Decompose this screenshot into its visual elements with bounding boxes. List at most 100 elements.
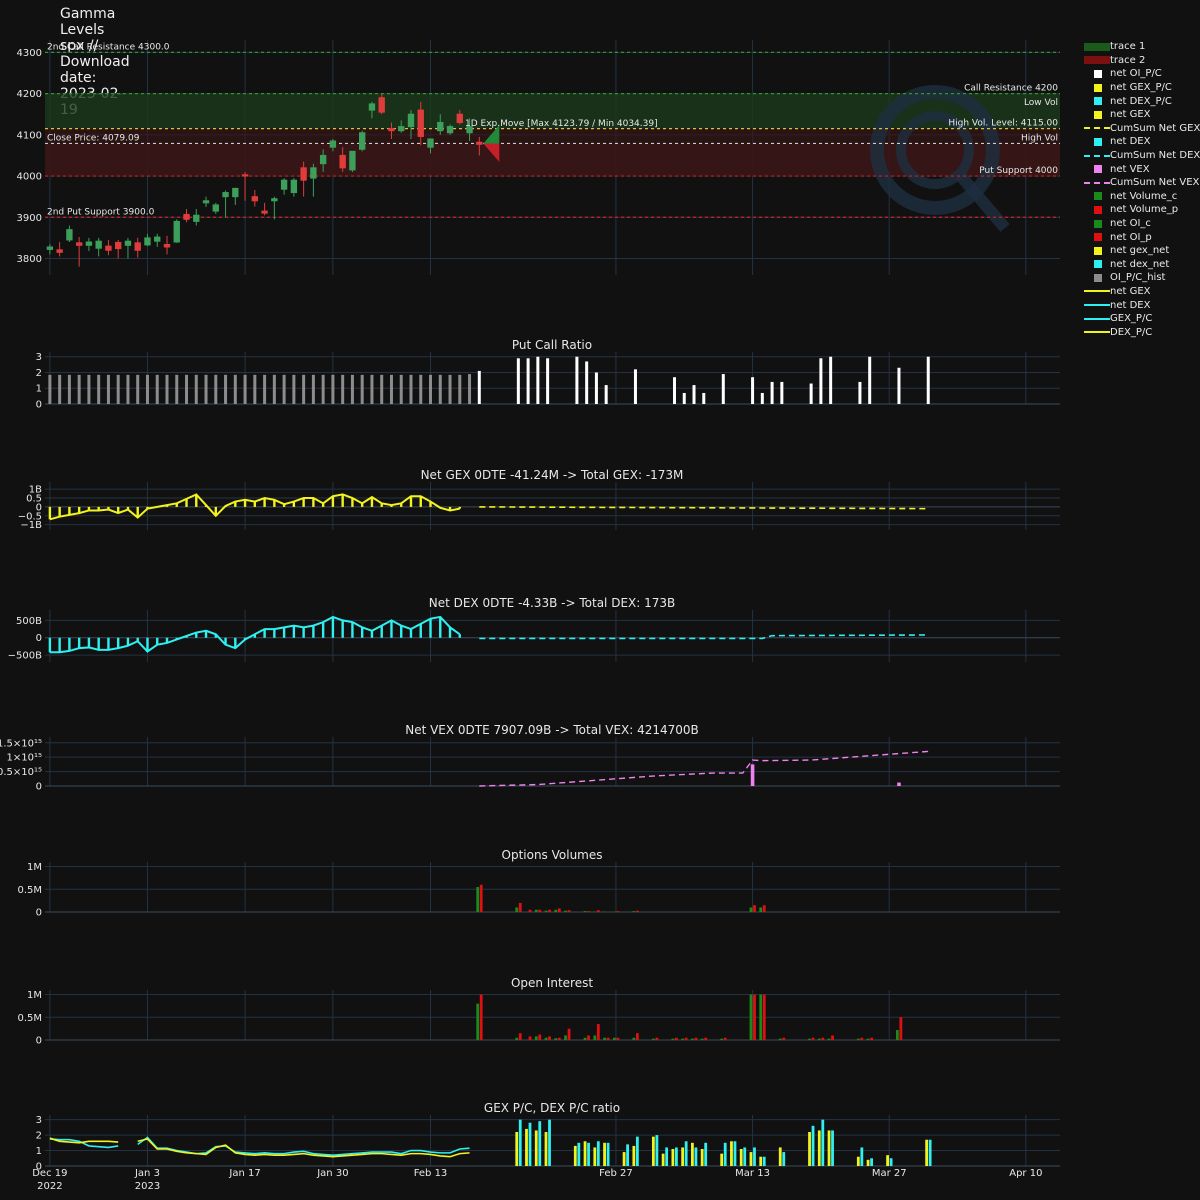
pc-bar bbox=[583, 1141, 587, 1166]
legend-item[interactable]: trace 2 bbox=[1084, 54, 1200, 68]
volume-bar bbox=[518, 1033, 522, 1040]
y-tick-label: 3900 bbox=[17, 213, 42, 224]
legend-item[interactable]: net VEX bbox=[1084, 162, 1200, 176]
volume-bar bbox=[681, 1038, 685, 1040]
legend-item[interactable]: net Volume_c bbox=[1084, 190, 1200, 204]
exposure-bar bbox=[243, 499, 247, 507]
legend-item[interactable]: net OI_c bbox=[1084, 217, 1200, 231]
legend-label: net DEX bbox=[1110, 136, 1151, 148]
legend-item[interactable]: net gex_net bbox=[1084, 244, 1200, 258]
exposure-bar bbox=[195, 494, 198, 507]
exposure-bar bbox=[214, 634, 217, 638]
candle-body bbox=[183, 213, 190, 220]
legend-item[interactable]: OI_P/C_hist bbox=[1084, 271, 1200, 285]
legend-item[interactable]: CumSum Net VEX bbox=[1084, 176, 1200, 190]
legend-label: net VEX bbox=[1110, 163, 1150, 175]
exposure-bar bbox=[77, 506, 81, 514]
pc-ratio-bar bbox=[136, 374, 140, 404]
legend-swatch-icon bbox=[1084, 54, 1110, 66]
pc-bar bbox=[626, 1144, 629, 1166]
pc-bar bbox=[704, 1142, 708, 1166]
exposure-bar bbox=[224, 637, 227, 645]
exposure-bar bbox=[48, 637, 52, 653]
candle-body bbox=[378, 97, 385, 113]
volume-bar bbox=[518, 902, 522, 912]
exposure-bar bbox=[380, 625, 383, 638]
high-vol-zone bbox=[45, 143, 1060, 177]
exposure-bar bbox=[273, 499, 276, 507]
exposure-bar bbox=[234, 637, 237, 649]
pc-ratio-bar bbox=[106, 374, 110, 404]
legend-item[interactable]: trace 1 bbox=[1084, 40, 1200, 54]
exposure-bar bbox=[253, 501, 257, 507]
volume-bar bbox=[476, 1003, 480, 1040]
legend-swatch-icon bbox=[1084, 95, 1110, 107]
y-tick-label: 4000 bbox=[17, 172, 42, 183]
x-tick-label: Jan 3 bbox=[134, 1168, 160, 1179]
legend-item[interactable]: net GEX bbox=[1084, 108, 1200, 122]
pc-ratio-bar bbox=[292, 374, 296, 404]
pc-bar bbox=[655, 1135, 659, 1166]
pc-bar bbox=[821, 1119, 825, 1166]
legend-item[interactable]: net GEX_P/C bbox=[1084, 81, 1200, 95]
legend-item[interactable]: CumSum Net GEX bbox=[1084, 122, 1200, 136]
legend-label: net GEX bbox=[1110, 285, 1151, 297]
volume-bar bbox=[632, 911, 636, 912]
pc-ratio-bar bbox=[58, 374, 62, 404]
exposure-bar bbox=[419, 496, 422, 507]
pc-ratio-bar bbox=[633, 369, 637, 404]
pc-bar bbox=[733, 1141, 737, 1166]
legend-item[interactable]: net dex_net bbox=[1084, 258, 1200, 272]
cumsum-line bbox=[479, 506, 929, 510]
pc-bar bbox=[518, 1119, 522, 1166]
x-tick-label: Feb 13 bbox=[414, 1168, 448, 1179]
volume-bar bbox=[564, 1035, 567, 1040]
legend-item[interactable]: net GEX bbox=[1084, 285, 1200, 299]
candle-body bbox=[212, 204, 219, 212]
volume-bar bbox=[538, 1034, 542, 1040]
legend-item[interactable]: net DEX_P/C bbox=[1084, 94, 1200, 108]
exp-move-up-marker bbox=[483, 125, 500, 144]
legend-item[interactable]: CumSum Net DEX bbox=[1084, 149, 1200, 163]
legend-item[interactable]: GEX_P/C bbox=[1084, 312, 1200, 326]
volume-bar bbox=[651, 1038, 655, 1040]
exposure-bar bbox=[458, 634, 461, 638]
exposure-bar bbox=[341, 494, 344, 507]
legend-item[interactable]: net Volume_p bbox=[1084, 203, 1200, 217]
pc-bar bbox=[811, 1125, 815, 1166]
volume-bar bbox=[691, 1038, 694, 1040]
pc-bar bbox=[515, 1132, 519, 1166]
legend-item[interactable]: net OI_P/C bbox=[1084, 67, 1200, 81]
pc-bar bbox=[831, 1130, 834, 1166]
volume-bar bbox=[762, 905, 766, 912]
legend-item[interactable]: net DEX bbox=[1084, 298, 1200, 312]
chart-area: 3800 3900 4000 4100 4200 4300 2nd Call Resista… bbox=[0, 40, 1060, 1192]
y-tick-label: 0 bbox=[36, 633, 42, 644]
pc-ratio-bar bbox=[429, 374, 433, 404]
exposure-bar bbox=[116, 506, 120, 514]
volume-bar bbox=[674, 1037, 678, 1040]
exposure-bar bbox=[292, 501, 296, 507]
volume-bar bbox=[567, 1028, 571, 1040]
pc-ratio-bar bbox=[48, 374, 52, 404]
volume-bar bbox=[612, 1037, 616, 1040]
y-tick-label: −1B bbox=[20, 520, 42, 531]
legend-item[interactable]: net DEX bbox=[1084, 135, 1200, 149]
exposure-bar bbox=[87, 506, 91, 511]
exposure-bar bbox=[107, 637, 110, 650]
volume-bar bbox=[753, 994, 756, 1040]
legend-item[interactable]: net OI_p bbox=[1084, 230, 1200, 244]
exposure-bar bbox=[458, 506, 461, 509]
pc-bar bbox=[870, 1158, 873, 1166]
pc-ratio-bar bbox=[751, 377, 755, 404]
pc-ratio-bar bbox=[331, 374, 335, 404]
legend-item[interactable]: DEX_P/C bbox=[1084, 325, 1200, 339]
y-tick-label: 1×10¹⁵ bbox=[7, 753, 42, 764]
exposure-bar bbox=[321, 622, 325, 638]
candle-body bbox=[75, 242, 83, 246]
legend-swatch-icon bbox=[1084, 231, 1110, 243]
pc-ratio-bar bbox=[672, 377, 676, 404]
volume-bar bbox=[596, 910, 600, 912]
candle-body bbox=[476, 141, 483, 145]
legend-swatch-icon bbox=[1084, 136, 1110, 148]
